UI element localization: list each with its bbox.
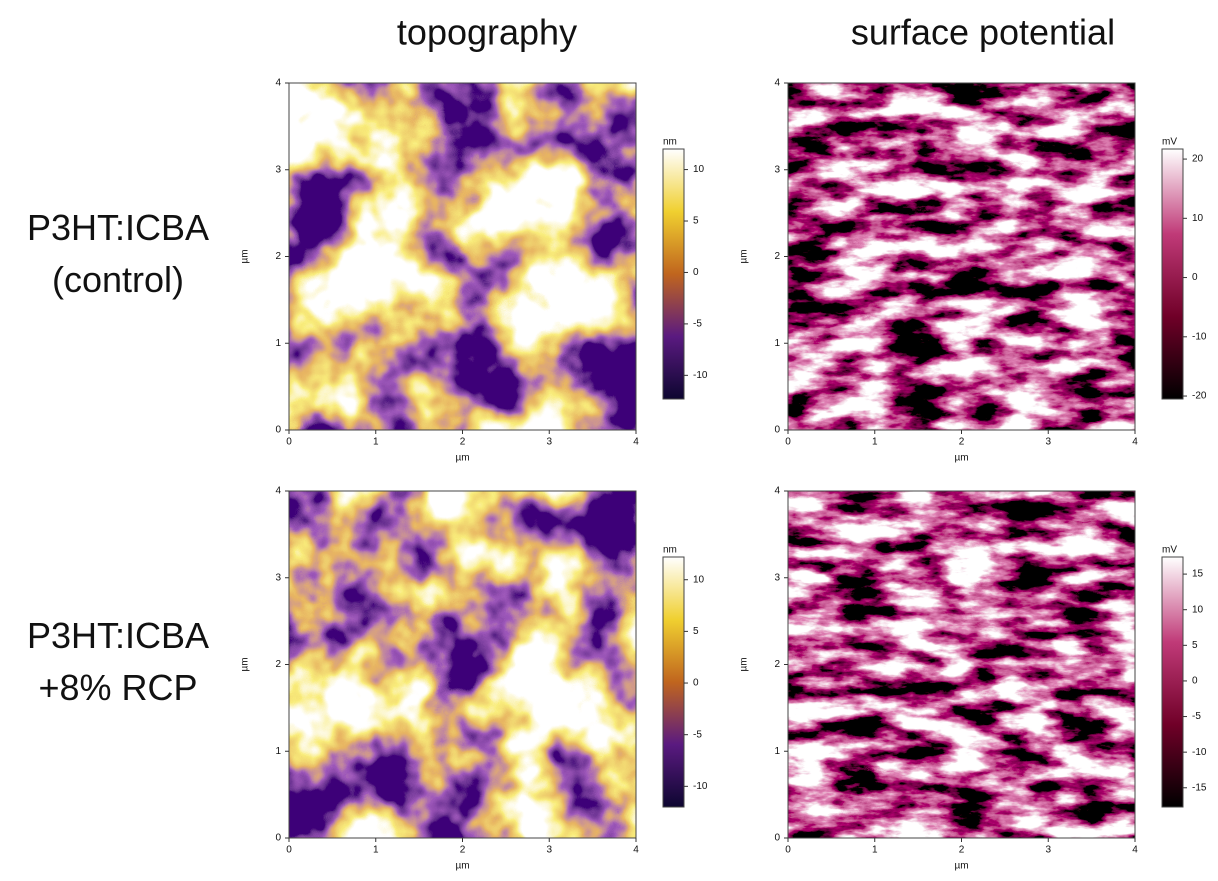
colorbar-tick-label: 5: [1192, 640, 1198, 651]
colorbar-tick-label: 0: [1192, 676, 1198, 687]
colorbar-tick-label: -10: [693, 781, 708, 792]
x-tick-label: 4: [633, 437, 639, 448]
x-tick-label: 2: [959, 845, 965, 856]
x-tick-label: 1: [872, 845, 878, 856]
colorbar: [662, 148, 685, 400]
colorbar-tick-label: 0: [693, 267, 699, 278]
y-tick-label: 0: [275, 833, 281, 844]
y-tick-label: 1: [275, 746, 281, 757]
colorbar-tick-label: 10: [1192, 213, 1204, 224]
y-tick-label: 3: [774, 572, 780, 583]
y-tick-label: 4: [774, 78, 780, 89]
y-tick-label: 2: [275, 251, 281, 262]
y-tick-label: 0: [774, 833, 780, 844]
colorbar-tick-label: 10: [693, 574, 705, 585]
colorbar-tick-label: -20: [1192, 391, 1207, 402]
row-label: P3HT:ICBA: [27, 207, 209, 248]
x-tick-label: 1: [373, 845, 379, 856]
row-label: (control): [52, 259, 184, 300]
colorbar-tick-label: -5: [693, 319, 702, 330]
y-tick-label: 1: [774, 746, 780, 757]
y-tick-label: 3: [275, 164, 281, 175]
y-axis-label: µm: [240, 249, 251, 263]
column-title: topography: [397, 12, 577, 53]
y-tick-label: 0: [275, 425, 281, 436]
x-axis-label: µm: [455, 453, 469, 464]
colorbar-unit: nm: [663, 137, 677, 148]
y-tick-label: 3: [275, 572, 281, 583]
colorbar: [662, 556, 685, 808]
row-label: P3HT:ICBA: [27, 615, 209, 656]
colorbar-tick-label: -5: [1192, 711, 1201, 722]
x-tick-label: 2: [959, 437, 965, 448]
colorbar-tick-label: 5: [693, 626, 699, 637]
colorbar-tick-label: -15: [1192, 782, 1207, 793]
colorbar-tick-label: -5: [693, 729, 702, 740]
y-tick-label: 2: [275, 659, 281, 670]
colorbar-tick-label: 0: [1192, 272, 1198, 283]
x-tick-label: 0: [286, 845, 292, 856]
colorbar-unit: nm: [663, 545, 677, 556]
row-label: +8% RCP: [38, 667, 197, 708]
x-tick-label: 4: [633, 845, 639, 856]
afm-image: [289, 491, 636, 838]
afm-image: [289, 83, 636, 430]
y-tick-label: 1: [774, 338, 780, 349]
x-tick-label: 4: [1132, 437, 1138, 448]
column-title: surface potential: [851, 12, 1115, 53]
x-tick-label: 1: [373, 437, 379, 448]
colorbar-tick-label: 20: [1192, 154, 1204, 165]
x-tick-label: 2: [460, 437, 466, 448]
colorbar-tick-label: -10: [1192, 747, 1207, 758]
colorbar-tick-label: 0: [693, 678, 699, 689]
x-tick-label: 0: [286, 437, 292, 448]
x-tick-label: 3: [546, 845, 552, 856]
x-axis-label: µm: [455, 861, 469, 872]
y-tick-label: 4: [275, 486, 281, 497]
y-tick-label: 4: [275, 78, 281, 89]
y-tick-label: 3: [774, 164, 780, 175]
colorbar: [1161, 148, 1184, 400]
afm-image: [788, 491, 1135, 838]
x-axis-label: µm: [954, 861, 968, 872]
colorbar-unit: mV: [1162, 545, 1177, 556]
colorbar-unit: mV: [1162, 137, 1177, 148]
y-axis-label: µm: [739, 249, 750, 263]
y-axis-label: µm: [240, 657, 251, 671]
y-tick-label: 2: [774, 251, 780, 262]
y-tick-label: 2: [774, 659, 780, 670]
colorbar-tick-label: 5: [693, 216, 699, 227]
x-tick-label: 1: [872, 437, 878, 448]
colorbar-tick-label: 15: [1192, 569, 1204, 580]
x-tick-label: 2: [460, 845, 466, 856]
x-tick-label: 0: [785, 845, 791, 856]
colorbar-tick-label: 10: [693, 164, 705, 175]
y-tick-label: 4: [774, 486, 780, 497]
colorbar-tick-label: -10: [693, 370, 708, 381]
colorbar: [1161, 556, 1184, 808]
y-tick-label: 0: [774, 425, 780, 436]
afm-image: [788, 83, 1135, 430]
x-tick-label: 3: [1045, 845, 1051, 856]
x-tick-label: 3: [546, 437, 552, 448]
y-tick-label: 1: [275, 338, 281, 349]
colorbar-tick-label: 10: [1192, 604, 1204, 615]
x-tick-label: 0: [785, 437, 791, 448]
colorbar-tick-label: -10: [1192, 331, 1207, 342]
x-tick-label: 4: [1132, 845, 1138, 856]
x-axis-label: µm: [954, 453, 968, 464]
y-axis-label: µm: [739, 657, 750, 671]
x-tick-label: 3: [1045, 437, 1051, 448]
